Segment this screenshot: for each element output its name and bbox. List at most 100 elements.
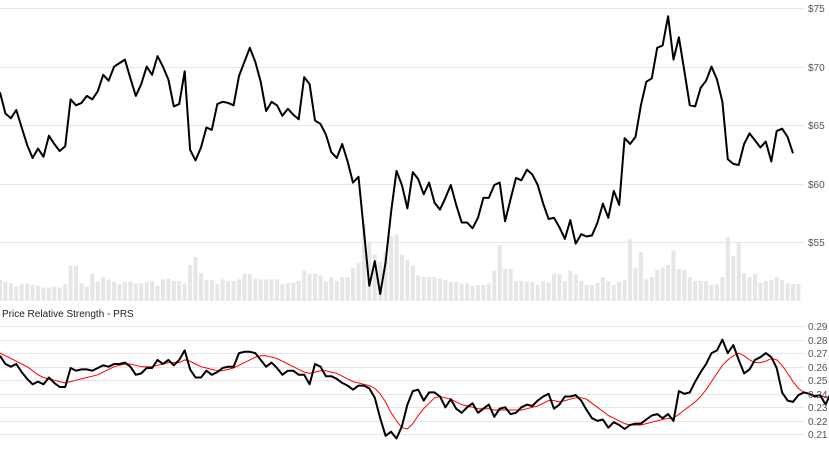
volume-bar — [209, 280, 214, 301]
volume-bar — [128, 281, 133, 301]
volume-bar — [63, 284, 68, 301]
volume-bar — [606, 281, 611, 301]
volume-bar — [188, 265, 193, 301]
volume-bar — [318, 275, 323, 301]
volume-bar — [383, 252, 388, 301]
volume-bar — [74, 265, 78, 301]
volume-bar — [378, 261, 383, 301]
volume-bar — [253, 278, 258, 301]
volume-bar — [313, 273, 317, 301]
volume-bar — [25, 283, 30, 301]
volume-bar — [361, 224, 366, 301]
volume-bar — [323, 281, 328, 301]
volume-bar — [0, 279, 2, 301]
volume-bar — [709, 285, 714, 301]
prs-signal-line — [0, 352, 829, 430]
indicator-gridlines — [0, 326, 805, 435]
volume-bar — [215, 284, 220, 301]
volume-bar — [671, 250, 676, 301]
volume-bar — [557, 273, 562, 301]
indicator-tick-label: 0.26 — [808, 363, 828, 374]
volume-bar — [285, 283, 290, 301]
volume-bar — [302, 270, 307, 301]
volume-bar — [644, 279, 649, 301]
volume-bar — [166, 278, 171, 301]
volume-bar — [182, 283, 187, 301]
volume-bar — [454, 281, 459, 301]
volume-bar — [171, 281, 176, 301]
volume-bar — [389, 236, 394, 301]
volume-bar — [394, 234, 399, 301]
volume-bar — [231, 281, 236, 301]
volume-bar — [275, 279, 279, 301]
volume-bar — [546, 282, 551, 301]
volume-bar — [791, 284, 795, 301]
volume-bar — [204, 280, 209, 301]
volume-bar — [280, 284, 285, 301]
volume-bar — [52, 286, 57, 301]
volume-bar — [291, 282, 296, 301]
volume-bar — [731, 256, 736, 301]
volume-bar — [351, 268, 355, 301]
volume-bar — [405, 260, 410, 301]
volume-bar — [535, 285, 540, 301]
volume-bar — [595, 282, 600, 301]
volume-bar — [476, 285, 480, 301]
volume-bar — [704, 281, 709, 301]
volume-bar — [628, 239, 633, 301]
volume-bar — [459, 283, 464, 301]
volume-bar — [530, 281, 535, 301]
volume-bar — [372, 254, 377, 301]
volume-bar — [150, 281, 155, 301]
volume-bar — [242, 273, 247, 301]
volume-bar — [649, 277, 654, 301]
price-line — [0, 15, 794, 295]
volume-bar — [117, 284, 122, 301]
volume-bar — [622, 280, 627, 301]
volume-bar — [36, 285, 40, 301]
volume-bar — [8, 283, 13, 301]
volume-bar — [600, 277, 605, 301]
volume-bar — [101, 277, 106, 301]
indicator-tick-label: 0.29 — [808, 322, 828, 333]
volume-bar — [438, 278, 442, 301]
volume-bar — [30, 285, 35, 301]
volume-bar — [753, 273, 757, 301]
volume-bar — [193, 257, 198, 301]
volume-bar — [345, 277, 350, 301]
volume-bar — [633, 268, 638, 301]
indicator-tick-label: 0.27 — [808, 349, 828, 360]
volume-bar — [177, 281, 182, 301]
volume-bar — [492, 270, 497, 301]
volume-bar — [432, 277, 437, 301]
volume-bar — [796, 284, 801, 301]
indicator-tick-label: 0.25 — [808, 376, 828, 387]
volume-bar — [133, 283, 138, 301]
volume-bar — [340, 277, 345, 301]
price-tick-label: $55 — [808, 238, 825, 249]
volume-bar — [410, 265, 415, 301]
volume-bar — [19, 284, 24, 301]
volume-bar — [465, 283, 470, 301]
price-tick-label: $65 — [808, 121, 825, 132]
volume-bar — [237, 279, 241, 301]
volume-bar — [199, 273, 203, 301]
volume-bar — [160, 279, 165, 301]
volume-bar — [666, 265, 671, 301]
volume-bar — [57, 287, 62, 301]
volume-bar — [79, 283, 84, 301]
volume-bar — [524, 281, 529, 301]
volume-bar — [514, 281, 518, 301]
volume-bar — [676, 269, 681, 301]
indicator-title: Price Relative Strength - PRS — [2, 309, 134, 320]
volume-bar — [122, 281, 127, 301]
volume-bar — [590, 285, 594, 301]
price-tick-label: $75 — [808, 4, 825, 15]
volume-bar — [611, 285, 616, 301]
price-y-axis-ticks: $55 $60 $65 $70 $75 — [808, 4, 825, 249]
volume-bar — [106, 279, 111, 301]
volume-bar — [41, 287, 46, 301]
price-tick-label: $60 — [808, 180, 825, 191]
volume-bar — [155, 285, 160, 301]
volume-bar — [638, 252, 643, 301]
